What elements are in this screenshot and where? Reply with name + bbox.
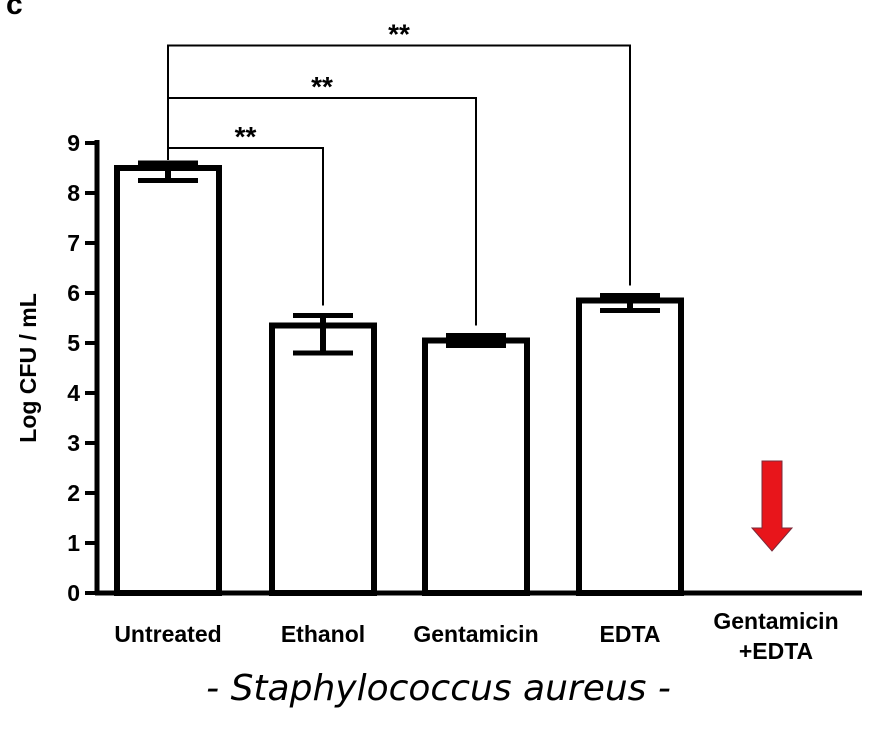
panel-letter: c [6,0,23,21]
error-bar-3 [600,293,660,313]
y-tick-label: 4 [67,380,80,406]
y-tick-label: 3 [67,430,80,456]
bar-2 [422,337,530,596]
down-arrow-icon [750,460,794,552]
bar-3 [576,297,684,596]
x-tick-label-1: Ethanol [281,621,365,647]
error-bar-2 [446,333,506,348]
y-tick-label: 0 [67,580,80,606]
labels-layer: Log CFU / mL Untreated Ethanol Gentamicin ED… [15,293,839,664]
chart-caption: - Staphylococcus aureus - [206,668,671,709]
y-tick-label: 1 [67,530,80,556]
y-tick-label: 6 [67,280,80,306]
bar-0 [114,165,222,596]
bars-layer [114,160,684,596]
x-tick-label-4: Gentamicin +EDTA [713,608,838,664]
y-tick-label: 7 [67,230,80,256]
bar-1 [269,322,377,596]
y-tick-label: 5 [67,330,80,356]
x-tick-label-2: Gentamicin [413,621,538,647]
significance-bracket-2: ** [167,19,631,286]
x-tick-label-0: Untreated [114,621,221,647]
bar-chart: c 0 1 2 3 4 5 6 7 8 9 ** ** ** Log CFU / mL Untreate… [6,0,862,664]
axes-layer: 0 1 2 3 4 5 6 7 8 9 [67,130,862,606]
error-bar-1 [293,313,353,356]
y-axis-label: Log CFU / mL [15,293,41,442]
y-tick-label: 2 [67,480,80,506]
y-tick-label: 8 [67,180,80,206]
significance-label: ** [311,71,333,102]
error-bar-0 [138,160,198,183]
significance-layer: ** ** ** [167,19,631,326]
annotation-layer [750,460,794,552]
y-tick-label: 9 [67,130,80,156]
x-tick-label-3: EDTA [600,621,661,647]
significance-label: ** [235,121,257,152]
significance-label: ** [388,19,410,50]
